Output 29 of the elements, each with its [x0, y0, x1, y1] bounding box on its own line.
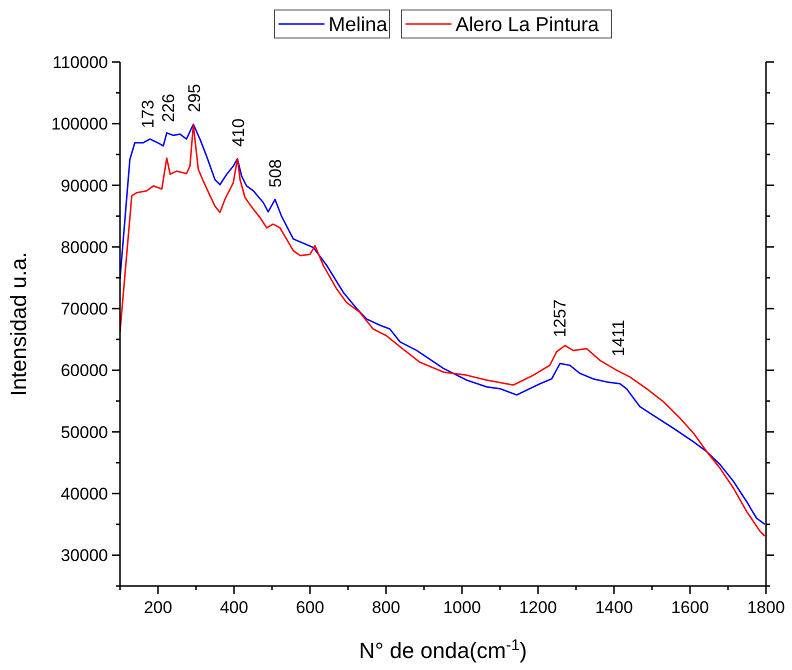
x-tick-label: 600: [296, 598, 324, 617]
x-tick-label: 1600: [671, 598, 709, 617]
x-tick-label: 400: [220, 598, 248, 617]
y-tick-label: 110000: [52, 53, 108, 72]
y-tick-label: 90000: [60, 176, 108, 196]
y-tick-label: 30000: [60, 546, 108, 566]
legend-label: Melina: [328, 14, 388, 36]
annotation: 226: [158, 94, 178, 122]
annotation: 1257: [550, 299, 570, 338]
annotation: 508: [266, 159, 286, 188]
x-axis-title: N° de onda(cm$^{-1}$): [359, 636, 527, 663]
legend-label: Alero La Pintura: [456, 14, 600, 36]
y-tick-label: 80000: [60, 238, 108, 257]
annotation: 173: [138, 100, 158, 128]
x-tick-label: 1800: [747, 598, 785, 617]
y-tick-label: 70000: [60, 300, 108, 319]
y-tick-label: 60000: [60, 361, 108, 380]
y-tick-label: 40000: [60, 484, 108, 504]
x-tick-label: 800: [372, 598, 400, 617]
x-tick-label: 1200: [519, 598, 557, 617]
y-tick-label: 50000: [60, 422, 108, 442]
annotation: 1411: [609, 320, 628, 356]
y-tick-label: 100000: [51, 114, 108, 134]
annotation: 410: [228, 118, 248, 147]
x-tick-label: 200: [144, 598, 172, 617]
x-tick-label: 1400: [595, 598, 633, 617]
annotation: 295: [185, 84, 204, 112]
x-tick-label: 1000: [443, 598, 481, 617]
y-axis-title: Intensidad u.a.: [6, 252, 31, 396]
